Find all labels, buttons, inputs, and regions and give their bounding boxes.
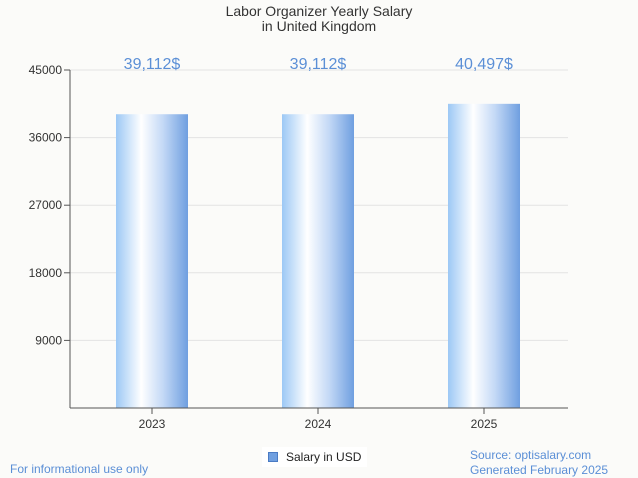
x-tick-label: 2025 (471, 417, 498, 431)
y-tick-label: 36000 (29, 131, 63, 145)
y-tick-label: 27000 (29, 198, 63, 212)
bar-2024 (282, 114, 354, 408)
disclaimer-note: For informational use only (10, 462, 149, 476)
x-tick-label: 2024 (305, 417, 332, 431)
y-tick-label: 9000 (35, 333, 62, 347)
source-text: Source: optisalary.com (470, 448, 592, 462)
bar-2025 (448, 103, 520, 408)
data-label: 40,497$ (455, 56, 513, 73)
x-tick-label: 2023 (139, 417, 166, 431)
chart-title-line2: in United Kingdom (261, 18, 377, 34)
chart-title-line1: Labor Organizer Yearly Salary (225, 3, 413, 19)
y-tick-label: 18000 (29, 266, 63, 280)
legend-label: Salary in USD (286, 450, 362, 464)
generated-date: Generated February 2025 (470, 463, 609, 477)
source-block: Source: optisalary.com Generated Februar… (470, 448, 608, 478)
chart-title: Labor Organizer Yearly Salary in United … (0, 4, 638, 34)
data-label: 39,112$ (124, 56, 181, 73)
legend-swatch (268, 452, 278, 462)
data-label: 39,112$ (290, 56, 347, 73)
y-tick-label: 45000 (29, 63, 63, 77)
bar-2023 (116, 114, 188, 408)
legend: Salary in USD (262, 447, 368, 467)
